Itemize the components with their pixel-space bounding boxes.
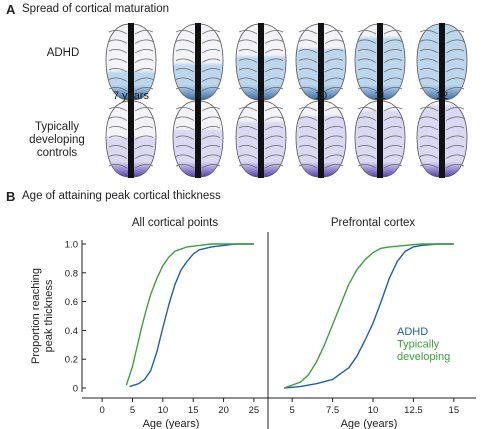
y-tick-label-5: 1.0 [65, 240, 78, 251]
brain-adhd-5 [354, 23, 406, 101]
panel-a-letter: A [6, 2, 16, 17]
age-label-2: 8 [194, 90, 202, 102]
series-line-0-0 [129, 243, 254, 388]
brain-adhd-3 [235, 23, 287, 101]
panel-b-letter: B [6, 189, 16, 204]
y-axis-label: Proportion reachingpeak thickness [30, 268, 55, 364]
brain-ctrl-1 [105, 100, 157, 178]
x-tick-label-0-2: 10 [158, 405, 169, 416]
y-axis-label-line1: Proportion reaching [30, 268, 42, 364]
brain-adhd-4 [295, 23, 347, 101]
brain-ctrl-2 [172, 100, 224, 178]
y-tick-label-0: 0 [73, 384, 78, 395]
x-tick-label-0-4: 20 [218, 405, 229, 416]
y-axis-label-line2: peak thickness [43, 279, 55, 352]
brain-adhd-6 [416, 23, 468, 101]
row-label-controls: Typically developing controls [16, 121, 98, 160]
y-tick-label-2: 0.4 [65, 326, 78, 337]
x-tick-label-0-5: 25 [249, 405, 260, 416]
x-tick-label-1-3: 12.5 [404, 405, 423, 416]
chart-title-0: All cortical points [132, 217, 219, 229]
brain-ctrl-4 [295, 100, 347, 178]
panel-a-title: Spread of cortical maturation [22, 3, 170, 15]
x-tick-label-0-1: 5 [130, 405, 135, 416]
legend-item-0: ADHD [397, 326, 428, 338]
x-tick-label-0-3: 15 [188, 405, 199, 416]
row-label-controls-line3: controls [36, 147, 78, 159]
x-tick-label-1-0: 5 [290, 405, 295, 416]
age-label-4: 10 [314, 90, 328, 102]
series-line-1-1 [283, 243, 454, 389]
x-tick-label-1-1: 7.5 [326, 405, 339, 416]
brain-ctrl-3 [235, 100, 287, 178]
brain-adhd-2 [172, 23, 224, 101]
x-axis-label-0: Age (years) [143, 418, 200, 429]
panel-b-title: Age of attaining peak cortical thickness [22, 190, 221, 202]
y-tick-label-1: 0.2 [65, 355, 78, 366]
y-tick-label-4: 0.8 [65, 268, 78, 279]
brain-adhd-1 [105, 23, 157, 101]
x-tick-label-1-4: 15 [449, 405, 460, 416]
y-tick-label-3: 0.6 [65, 297, 78, 308]
series-line-1-0 [284, 243, 454, 389]
age-label-6: 12 [435, 90, 449, 102]
row-label-adhd: ADHD [46, 47, 80, 59]
age-label-5: 11 [374, 90, 386, 102]
row-label-controls-line2: developing [29, 134, 85, 146]
legend-item-1: Typically [397, 339, 440, 351]
chart-title-1: Prefrontal cortex [331, 217, 416, 229]
x-axis-label-1: Age (years) [341, 418, 398, 429]
legend-item-2: developing [397, 351, 450, 363]
x-tick-label-1-2: 10 [368, 405, 379, 416]
age-label-3: 9 [257, 90, 265, 102]
brain-ctrl-6 [416, 100, 468, 178]
age-label-1: 7 years [112, 90, 150, 102]
brain-ctrl-5 [354, 100, 406, 178]
row-label-controls-line1: Typically [34, 121, 80, 133]
x-tick-label-0-0: 0 [99, 405, 104, 416]
series-line-0-1 [125, 243, 254, 386]
